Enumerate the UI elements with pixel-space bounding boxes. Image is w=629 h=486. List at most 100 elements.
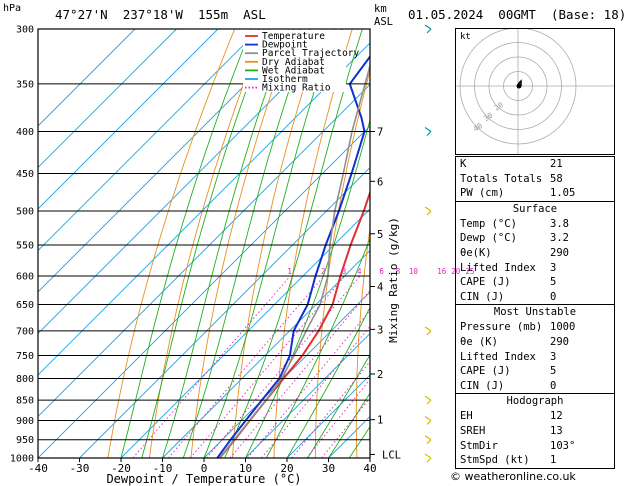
mixing-ratio-line xyxy=(190,275,346,458)
table-row: K 21 xyxy=(456,157,614,172)
wind-barb-icon xyxy=(424,415,432,425)
param-value: 12 xyxy=(550,410,563,423)
pressure-tick-label: 850 xyxy=(16,396,34,407)
wind-barb-icon xyxy=(424,453,432,463)
wind-barb-icon xyxy=(424,127,432,136)
param-label: Lifted Index xyxy=(460,261,536,274)
dry-adiabat-line xyxy=(148,29,265,458)
mixing-ratio-line xyxy=(132,275,291,458)
isotherm-line xyxy=(162,249,370,458)
param-value: 5 xyxy=(550,365,557,378)
legend-label: Mixing Ratio xyxy=(262,83,331,94)
pressure-tick-label: 750 xyxy=(16,351,34,362)
km-tick-label: 4 xyxy=(377,282,383,294)
pressure-tick-label: 800 xyxy=(16,374,34,385)
x-tick-label: -40 xyxy=(28,462,48,475)
mixing-ratio-label: 1 xyxy=(287,267,292,276)
series-temperature-line xyxy=(219,189,370,458)
legend-label: Wet Adiabat xyxy=(262,65,325,76)
x-tick-label: 30 xyxy=(322,462,335,475)
isotherm-line xyxy=(38,29,343,335)
x-tick-label: 20 xyxy=(280,462,293,475)
wind-barb-icon xyxy=(424,24,432,34)
pressure-tick-label: 600 xyxy=(16,271,34,282)
mixing-ratio-label: 3 xyxy=(342,267,347,276)
km-asl-label: km ASL xyxy=(374,3,393,28)
param-value: 1 xyxy=(550,454,557,467)
mixing-ratio-line xyxy=(306,378,370,458)
table-row: PW (cm) 1.05 xyxy=(456,186,614,201)
pressure-tick-label: 350 xyxy=(16,79,34,90)
copyright-footer: © weatheronline.co.uk xyxy=(450,470,576,483)
table-row: CIN (J) 0 xyxy=(456,379,614,394)
pressure-tick-label: 900 xyxy=(16,416,34,427)
param-value: 1.05 xyxy=(550,187,576,200)
pressure-tick-label: 400 xyxy=(16,127,34,138)
table-row: Lifted Index 3 xyxy=(456,261,614,276)
param-value: 58 xyxy=(550,172,563,185)
storm-motion-marker xyxy=(516,83,522,89)
param-value: 21 xyxy=(550,158,563,170)
mixing-ratio-label: 25 xyxy=(465,267,474,276)
param-label: Pressure (mb) xyxy=(460,321,543,334)
isotherm-line xyxy=(38,29,177,169)
pressure-tick-label: 550 xyxy=(16,240,34,251)
km-tick-label: 1 xyxy=(377,415,383,427)
mixing-ratio-line xyxy=(168,275,325,458)
table-row: EH 12 xyxy=(456,409,614,424)
isotherm-line xyxy=(245,332,370,458)
mixing-ratio-label: 16 xyxy=(437,267,447,276)
mixing-ratio-label: 4 xyxy=(357,267,362,276)
param-value: 1000 xyxy=(550,321,576,334)
param-label: StmDir xyxy=(460,439,498,452)
param-label: Temp (°C) xyxy=(460,217,517,230)
x-tick-label: -30 xyxy=(70,462,90,475)
x-axis-label: Dewpoint / Temperature (°C) xyxy=(106,472,301,486)
isotherm-line xyxy=(38,29,136,127)
pressure-tick-label: 500 xyxy=(16,207,34,218)
x-tick-label: -20 xyxy=(111,462,131,475)
param-label: PW (cm) xyxy=(460,187,505,200)
km-tick-label: 3 xyxy=(377,324,383,336)
param-label: Totals Totals xyxy=(460,172,543,185)
wind-barb-icon xyxy=(424,206,432,216)
param-label: CAPE (J) xyxy=(460,276,511,289)
table-row: θe(K) 290 xyxy=(456,246,614,261)
mixing-ratio-label: 2 xyxy=(321,267,326,276)
hodograph-kt-label: kt xyxy=(460,32,471,42)
param-label: CIN (J) xyxy=(460,379,505,392)
isotherm-line xyxy=(286,374,370,458)
mixing-ratio-axis-label: Mixing Ratio (g/kg) xyxy=(387,217,400,343)
param-label: Dewp (°C) xyxy=(460,232,517,245)
param-label: StmSpd (kt) xyxy=(460,454,530,467)
pressure-tick-label: 950 xyxy=(16,435,34,446)
pressure-tick-label: 650 xyxy=(16,300,34,311)
km-tick-label: 5 xyxy=(377,229,383,241)
km-tick-label: 7 xyxy=(377,127,383,139)
pressure-tick-label: 450 xyxy=(16,169,34,180)
pressure-tick-label: 1000 xyxy=(10,454,34,465)
param-label: CAPE (J) xyxy=(460,365,511,378)
x-tick-label: 40 xyxy=(363,462,376,475)
table-row: SREH 13 xyxy=(456,424,614,439)
wind-barb-icon xyxy=(424,395,432,405)
table-row: StmDir 103° xyxy=(456,439,614,454)
table-row: Pressure (mb) 1000 xyxy=(456,320,614,335)
wet-adiabat-line xyxy=(141,29,270,458)
param-value: 290 xyxy=(550,246,569,259)
wet-adiabat-line xyxy=(120,29,252,458)
wind-barb-icon xyxy=(424,435,432,445)
param-value: 0 xyxy=(550,379,557,392)
isotherm-line xyxy=(38,42,370,376)
table-row: CIN (J) 0 xyxy=(456,290,614,305)
isotherm-line xyxy=(38,29,302,293)
legend-label: Dry Adiabat xyxy=(262,57,325,68)
param-value: 5 xyxy=(550,276,557,289)
param-label: K xyxy=(460,158,467,170)
mixing-ratio-line xyxy=(247,309,370,458)
wet-adiabat-line xyxy=(286,306,370,458)
legend-label: Temperature xyxy=(262,31,325,42)
param-value: 3.2 xyxy=(550,232,569,245)
isotherm-line xyxy=(38,125,370,458)
param-label: CIN (J) xyxy=(460,290,505,303)
